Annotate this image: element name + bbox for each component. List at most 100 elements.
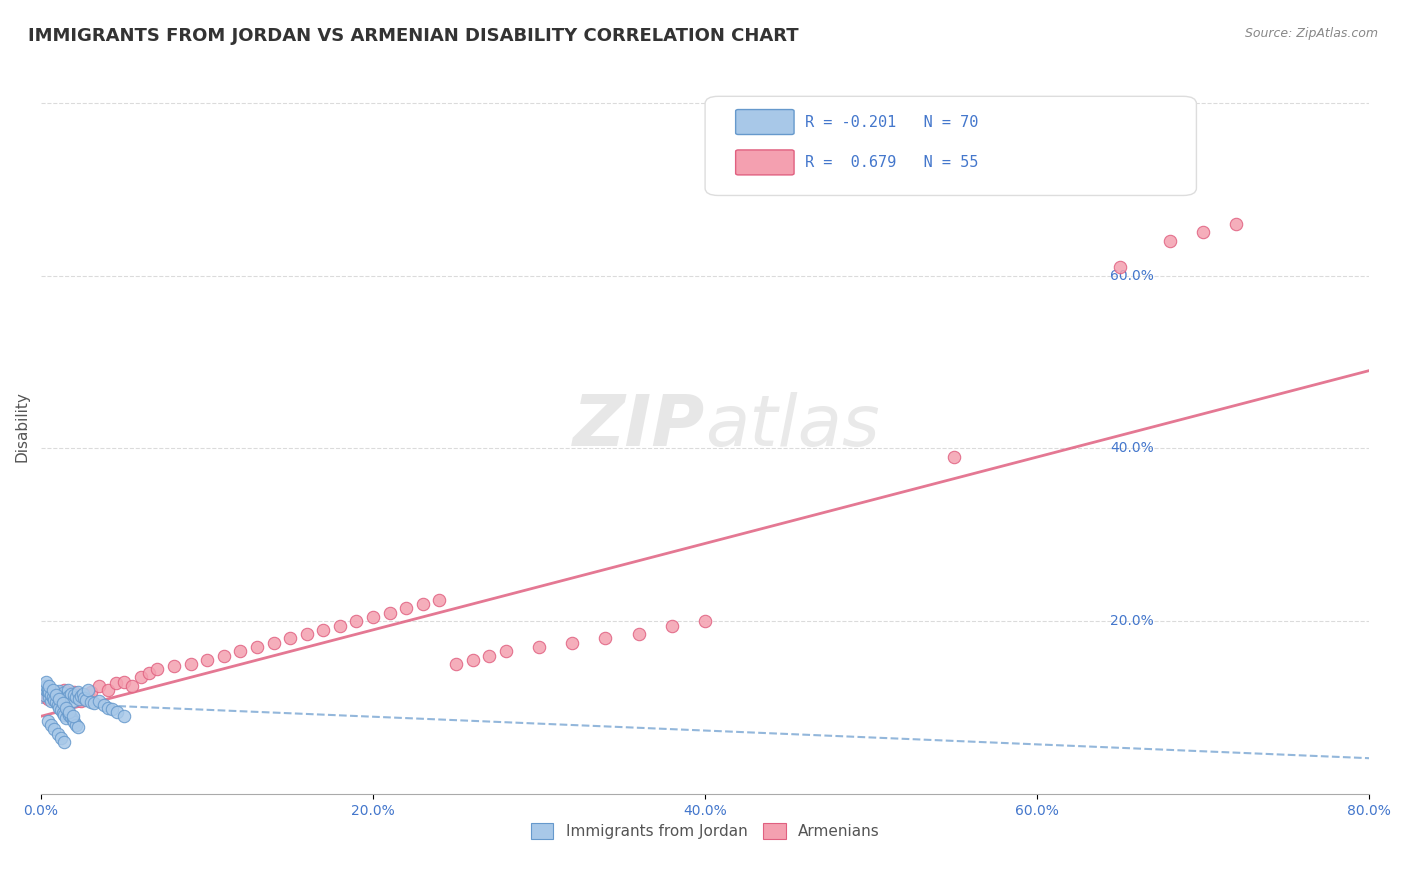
Point: [49, 694, 72, 708]
Y-axis label: Disability: Disability: [15, 392, 30, 462]
Point: [63, 685, 86, 699]
Point: [37, 692, 59, 706]
Point: [35, 683, 58, 698]
Point: [52, 696, 75, 710]
Point: [495, 644, 517, 658]
FancyBboxPatch shape: [735, 150, 794, 175]
Point: [66, 685, 89, 699]
Point: [62, 709, 84, 723]
Point: [35, 674, 58, 689]
Point: [34, 688, 56, 702]
Point: [89, 679, 111, 693]
Point: [66, 721, 89, 735]
Point: [39, 685, 62, 699]
Point: [76, 683, 98, 698]
Point: [56, 690, 79, 704]
Text: Source: ZipAtlas.com: Source: ZipAtlas.com: [1244, 27, 1378, 40]
Point: [49, 703, 72, 717]
Point: [107, 705, 129, 719]
Point: [53, 691, 76, 706]
Point: [72, 687, 94, 701]
Point: [38, 679, 60, 693]
Point: [53, 683, 76, 698]
Point: [138, 666, 160, 681]
Point: [39, 694, 62, 708]
Point: [70, 694, 93, 708]
Point: [527, 640, 550, 654]
Text: 80.0%: 80.0%: [1111, 95, 1154, 110]
Point: [378, 606, 401, 620]
Point: [295, 627, 318, 641]
Point: [263, 636, 285, 650]
Text: R = -0.201   N = 70: R = -0.201 N = 70: [804, 114, 979, 129]
Point: [63, 688, 86, 702]
Point: [246, 640, 269, 654]
Text: 60.0%: 60.0%: [1111, 268, 1154, 283]
Point: [63, 715, 86, 730]
Point: [163, 659, 186, 673]
Point: [693, 614, 716, 628]
Point: [112, 674, 135, 689]
Point: [44, 723, 66, 737]
Point: [73, 691, 96, 706]
Point: [45, 695, 67, 709]
Point: [329, 618, 352, 632]
Point: [39, 688, 62, 702]
Point: [89, 694, 111, 708]
Text: atlas: atlas: [704, 392, 880, 461]
Point: [38, 685, 60, 699]
FancyBboxPatch shape: [735, 110, 794, 135]
Point: [461, 653, 484, 667]
Point: [58, 707, 80, 722]
Point: [429, 592, 451, 607]
Point: [75, 693, 97, 707]
Point: [46, 696, 69, 710]
Point: [561, 636, 583, 650]
Point: [46, 687, 69, 701]
Point: [478, 648, 501, 663]
Point: [65, 718, 87, 732]
Point: [56, 705, 79, 719]
Point: [49, 689, 72, 703]
Point: [55, 693, 77, 707]
Point: [55, 700, 77, 714]
Point: [46, 726, 69, 740]
Point: [312, 623, 335, 637]
Point: [37, 685, 59, 699]
Point: [412, 597, 434, 611]
Point: [65, 690, 87, 705]
Point: [53, 735, 76, 749]
Point: [48, 684, 70, 698]
Point: [42, 688, 65, 702]
Point: [1192, 226, 1215, 240]
Point: [146, 662, 169, 676]
Point: [121, 679, 143, 693]
Point: [93, 698, 115, 712]
Point: [44, 690, 66, 705]
Point: [96, 683, 118, 698]
Text: IMMIGRANTS FROM JORDAN VS ARMENIAN DISABILITY CORRELATION CHART: IMMIGRANTS FROM JORDAN VS ARMENIAN DISAB…: [28, 27, 799, 45]
Point: [38, 690, 60, 705]
Text: ZIP: ZIP: [572, 392, 704, 461]
Point: [49, 731, 72, 745]
Point: [96, 700, 118, 714]
Point: [45, 690, 67, 704]
Point: [76, 688, 98, 702]
Point: [212, 648, 235, 663]
Point: [346, 614, 368, 628]
Point: [37, 681, 59, 696]
Point: [80, 685, 103, 699]
Point: [104, 676, 127, 690]
Point: [62, 713, 84, 727]
Point: [70, 689, 93, 703]
Point: [627, 627, 650, 641]
Point: [1225, 217, 1247, 231]
Point: [35, 679, 58, 693]
Point: [52, 706, 75, 720]
Point: [45, 688, 67, 702]
Point: [55, 711, 77, 725]
Point: [80, 695, 103, 709]
Point: [59, 687, 82, 701]
Point: [42, 683, 65, 698]
Text: 40.0%: 40.0%: [1111, 442, 1154, 456]
